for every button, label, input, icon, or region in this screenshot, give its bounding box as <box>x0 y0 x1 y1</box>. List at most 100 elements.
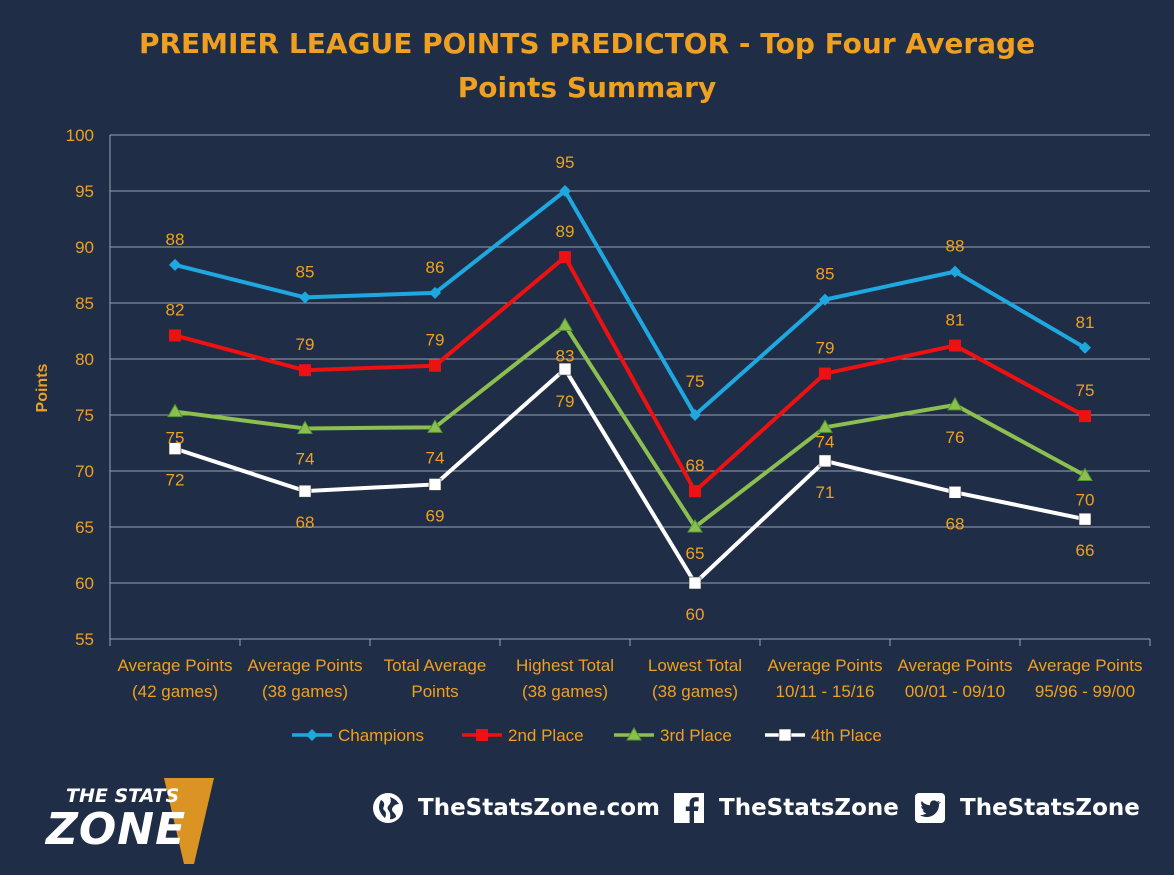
facebook-link[interactable]: TheStatsZone <box>673 792 899 824</box>
data-label: 75 <box>1076 381 1095 400</box>
chart-title-line-1: PREMIER LEAGUE POINTS PREDICTOR - Top Fo… <box>139 27 1035 60</box>
x-category-label: (42 games) <box>132 682 218 701</box>
data-point <box>557 317 573 331</box>
legend-marker <box>626 727 642 741</box>
data-point <box>689 485 701 498</box>
data-point <box>299 364 311 377</box>
data-label: 81 <box>1076 313 1095 332</box>
data-point <box>819 367 831 380</box>
data-label: 79 <box>426 331 445 350</box>
legend-label: 4th Place <box>811 726 882 745</box>
y-tick-label-65: 65 <box>75 518 94 537</box>
y-tick-label-100: 100 <box>66 126 94 145</box>
data-point <box>1077 467 1093 481</box>
data-point <box>169 329 181 342</box>
twitter-text: TheStatsZone <box>960 795 1140 821</box>
legend-marker <box>306 729 318 741</box>
x-category-label: Points <box>411 682 458 701</box>
data-point <box>299 291 311 304</box>
data-point <box>688 576 702 590</box>
data-label: 79 <box>556 392 575 411</box>
data-label: 68 <box>946 514 965 533</box>
data-point <box>298 484 312 498</box>
series-2nd-place <box>169 251 1091 498</box>
line-chart: PREMIER LEAGUE POINTS PREDICTOR - Top Fo… <box>0 0 1174 750</box>
data-label: 83 <box>556 346 575 365</box>
y-axis-label: Points <box>34 363 51 412</box>
series-group <box>167 185 1093 590</box>
y-axis-ticks: 100 95 90 85 80 75 70 65 60 55 <box>66 126 94 649</box>
y-tick-label-90: 90 <box>75 238 94 257</box>
data-label: 86 <box>426 258 445 277</box>
data-point <box>558 362 572 376</box>
data-point <box>687 519 703 533</box>
chart-background <box>0 0 1174 750</box>
data-point <box>819 293 831 306</box>
data-point <box>1079 410 1091 423</box>
data-label: 68 <box>686 456 705 475</box>
data-point <box>559 251 571 264</box>
data-label: 85 <box>816 265 835 284</box>
logo-text-top: THE STATS <box>66 785 179 807</box>
data-label: 81 <box>946 311 965 330</box>
y-tick-label-60: 60 <box>75 574 94 593</box>
data-label: 88 <box>946 237 965 256</box>
x-category-label: Average Points <box>1028 656 1143 675</box>
website-link[interactable]: TheStatsZone.com <box>372 792 660 824</box>
y-tick-label-55: 55 <box>75 630 94 649</box>
y-tick-label-85: 85 <box>75 294 94 313</box>
data-label: 79 <box>816 339 835 358</box>
data-point <box>168 442 182 455</box>
legend-label: 2nd Place <box>508 726 584 745</box>
data-label: 70 <box>1076 490 1095 509</box>
twitter-link[interactable]: TheStatsZone <box>914 792 1140 824</box>
x-category-label: Average Points <box>768 656 883 675</box>
twitter-icon <box>915 793 945 823</box>
y-tick-label-95: 95 <box>75 182 94 201</box>
data-label: 79 <box>296 335 315 354</box>
legend-marker <box>476 729 488 741</box>
data-point <box>947 396 963 411</box>
x-category-label: 10/11 - 15/16 <box>776 682 875 701</box>
series-line-2nd-place <box>174 255 1086 494</box>
facebook-icon <box>674 793 704 823</box>
data-point <box>818 454 832 468</box>
x-category-label: (38 games) <box>262 682 348 701</box>
data-label: 68 <box>296 513 315 532</box>
data-label: 88 <box>166 230 185 249</box>
data-label: 75 <box>686 372 705 391</box>
x-category-label: Average Points <box>898 656 1013 675</box>
series-line-3rd-place <box>174 323 1086 529</box>
data-label: 74 <box>296 449 315 468</box>
x-category-label: Average Points <box>248 656 363 675</box>
x-category-label: 95/96 - 99/00 <box>1035 682 1135 701</box>
x-category-label: Total Average <box>384 656 487 675</box>
data-label: 72 <box>166 471 185 490</box>
data-label: 95 <box>556 153 575 172</box>
data-point <box>429 359 441 372</box>
data-point <box>167 403 183 418</box>
data-point <box>428 478 442 491</box>
data-point <box>297 420 313 434</box>
data-point <box>817 419 833 433</box>
data-label: 76 <box>946 428 965 447</box>
legend-item-4th-place: 4th Place <box>765 726 882 745</box>
data-label: 82 <box>166 300 185 319</box>
data-label: 71 <box>816 483 835 502</box>
data-point <box>169 258 181 271</box>
series-line-champions <box>174 189 1087 417</box>
globe-icon <box>373 793 403 823</box>
y-tick-label-70: 70 <box>75 462 94 481</box>
data-point <box>559 185 571 197</box>
legend-item-2nd-place: 2nd Place <box>462 726 584 745</box>
x-category-label: Lowest Total <box>648 656 742 675</box>
data-point <box>429 286 441 299</box>
x-category-label: Average Points <box>118 656 233 675</box>
data-point <box>1078 512 1092 526</box>
data-point <box>427 419 443 433</box>
data-label: 60 <box>686 605 705 624</box>
legend: Champions 2nd Place 3rd Place 4th Place <box>292 726 882 745</box>
facebook-text: TheStatsZone <box>719 795 899 821</box>
legend-item-champions: Champions <box>292 726 424 745</box>
